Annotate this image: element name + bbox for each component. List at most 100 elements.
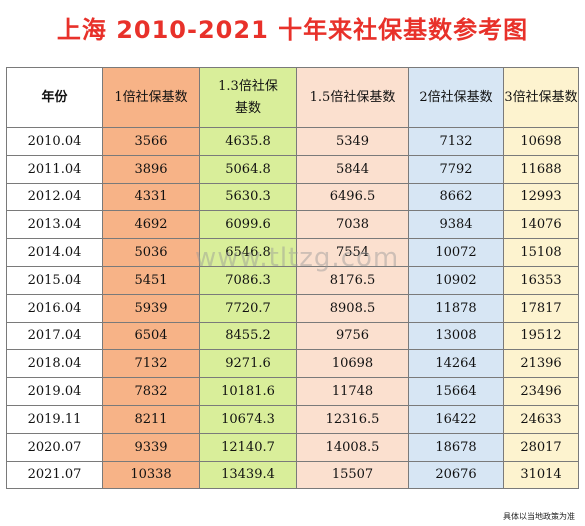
year-cell: 2017.04 bbox=[6, 321, 103, 351]
base-3x-cell: 24633 bbox=[503, 404, 579, 434]
base-2x-cell: 13008 bbox=[408, 321, 504, 351]
base-3x-cell: 14076 bbox=[503, 210, 579, 240]
social-security-base-table: 年份 1倍社保基数 1.3倍社保基数 1.5倍社保基数 2倍社保基数 3倍社保基… bbox=[6, 67, 579, 490]
header-year: 年份 bbox=[6, 67, 103, 128]
table-row: 2014.04 5036 6546.8 7554 10072 15108 bbox=[6, 238, 579, 267]
base-1x-cell: 5451 bbox=[102, 265, 200, 295]
year-cell: 2010.04 bbox=[6, 127, 103, 156]
table-row: 2021.07 10338 13439.4 15507 20676 31014 bbox=[6, 460, 579, 490]
base-1-5x-cell: 8176.5 bbox=[296, 265, 409, 295]
base-1-3x-cell: 5064.8 bbox=[199, 154, 297, 184]
table-row: 2012.04 4331 5630.3 6496.5 8662 12993 bbox=[6, 182, 579, 212]
year-cell: 2013.04 bbox=[6, 210, 103, 240]
base-1x-cell: 9339 bbox=[102, 432, 200, 462]
year-cell: 2018.04 bbox=[6, 349, 103, 379]
year-cell: 2020.07 bbox=[6, 432, 103, 462]
base-1-5x-cell: 7038 bbox=[296, 210, 409, 240]
base-3x-cell: 10698 bbox=[503, 127, 579, 156]
header-1x-base: 1倍社保基数 bbox=[102, 67, 200, 128]
page-title: 上海 2010-2021 十年来社保基数参考图 bbox=[56, 16, 529, 44]
base-1-3x-cell: 7720.7 bbox=[199, 293, 297, 323]
year-cell: 2019.11 bbox=[6, 404, 103, 434]
base-1-5x-cell: 5349 bbox=[296, 127, 409, 156]
base-2x-cell: 16422 bbox=[408, 404, 504, 434]
base-1x-cell: 10338 bbox=[102, 460, 200, 490]
base-1-5x-cell: 12316.5 bbox=[296, 404, 409, 434]
table-row: 2018.04 7132 9271.6 10698 14264 21396 bbox=[6, 349, 579, 379]
year-cell: 2011.04 bbox=[6, 154, 103, 184]
base-2x-cell: 9384 bbox=[408, 210, 504, 240]
base-1-3x-cell: 6099.6 bbox=[199, 210, 297, 240]
header-1-5x-base: 1.5倍社保基数 bbox=[296, 67, 409, 128]
base-1-5x-cell: 9756 bbox=[296, 321, 409, 351]
year-cell: 2012.04 bbox=[6, 182, 103, 212]
table-row: 2020.07 9339 12140.7 14008.5 18678 28017 bbox=[6, 432, 579, 462]
base-3x-cell: 11688 bbox=[503, 154, 579, 184]
base-1x-cell: 5939 bbox=[102, 293, 200, 323]
base-3x-cell: 17817 bbox=[503, 293, 579, 323]
base-1-3x-cell: 7086.3 bbox=[199, 265, 297, 295]
base-1-5x-cell: 15507 bbox=[296, 460, 409, 490]
year-cell: 2016.04 bbox=[6, 293, 103, 323]
base-1-5x-cell: 10698 bbox=[296, 349, 409, 379]
base-1-5x-cell: 5844 bbox=[296, 154, 409, 184]
year-cell: 2019.04 bbox=[6, 377, 103, 406]
base-1-5x-cell: 11748 bbox=[296, 377, 409, 406]
table-header-row: 年份 1倍社保基数 1.3倍社保基数 1.5倍社保基数 2倍社保基数 3倍社保基… bbox=[6, 67, 579, 128]
header-2x-base: 2倍社保基数 bbox=[408, 67, 504, 128]
base-1-3x-cell: 4635.8 bbox=[199, 127, 297, 156]
base-1x-cell: 7832 bbox=[102, 377, 200, 406]
base-3x-cell: 28017 bbox=[503, 432, 579, 462]
table-row: 2019.11 8211 10674.3 12316.5 16422 24633 bbox=[6, 404, 579, 434]
header-1-3x-base: 1.3倍社保基数 bbox=[199, 67, 297, 128]
table-row: 2016.04 5939 7720.7 8908.5 11878 17817 bbox=[6, 293, 579, 323]
base-1x-cell: 6504 bbox=[102, 321, 200, 351]
base-3x-cell: 16353 bbox=[503, 265, 579, 295]
base-3x-cell: 23496 bbox=[503, 377, 579, 406]
base-1x-cell: 8211 bbox=[102, 404, 200, 434]
base-3x-cell: 19512 bbox=[503, 321, 579, 351]
base-1-3x-cell: 9271.6 bbox=[199, 349, 297, 379]
base-2x-cell: 18678 bbox=[408, 432, 504, 462]
base-3x-cell: 31014 bbox=[503, 460, 579, 490]
base-1-5x-cell: 14008.5 bbox=[296, 432, 409, 462]
year-cell: 2014.04 bbox=[6, 238, 103, 267]
base-2x-cell: 10902 bbox=[408, 265, 504, 295]
year-cell: 2021.07 bbox=[6, 460, 103, 490]
base-3x-cell: 12993 bbox=[503, 182, 579, 212]
footnote: 具体以当地政策为准 bbox=[503, 512, 575, 521]
table-row: 2019.04 7832 10181.6 11748 15664 23496 bbox=[6, 377, 579, 406]
header-3x-base: 3倍社保基数 bbox=[503, 67, 579, 128]
base-1-3x-cell: 10181.6 bbox=[199, 377, 297, 406]
base-2x-cell: 8662 bbox=[408, 182, 504, 212]
base-2x-cell: 14264 bbox=[408, 349, 504, 379]
base-1x-cell: 4692 bbox=[102, 210, 200, 240]
base-3x-cell: 21396 bbox=[503, 349, 579, 379]
base-2x-cell: 7132 bbox=[408, 127, 504, 156]
base-1-3x-cell: 8455.2 bbox=[199, 321, 297, 351]
base-1-3x-cell: 12140.7 bbox=[199, 432, 297, 462]
base-3x-cell: 15108 bbox=[503, 238, 579, 267]
base-1-3x-cell: 5630.3 bbox=[199, 182, 297, 212]
base-1x-cell: 7132 bbox=[102, 349, 200, 379]
base-2x-cell: 10072 bbox=[408, 238, 504, 267]
base-2x-cell: 11878 bbox=[408, 293, 504, 323]
base-1x-cell: 3566 bbox=[102, 127, 200, 156]
base-1-5x-cell: 7554 bbox=[296, 238, 409, 267]
base-1-5x-cell: 6496.5 bbox=[296, 182, 409, 212]
watermark: www.tltzg.com bbox=[195, 243, 400, 273]
table-row: 2017.04 6504 8455.2 9756 13008 19512 bbox=[6, 321, 579, 351]
year-cell: 2015.04 bbox=[6, 265, 103, 295]
base-1-3x-cell: 13439.4 bbox=[199, 460, 297, 490]
table-row: 2010.04 3566 4635.8 5349 7132 10698 bbox=[6, 127, 579, 156]
table-row: 2011.04 3896 5064.8 5844 7792 11688 bbox=[6, 154, 579, 184]
base-1x-cell: 3896 bbox=[102, 154, 200, 184]
base-2x-cell: 7792 bbox=[408, 154, 504, 184]
table-row: 2013.04 4692 6099.6 7038 9384 14076 bbox=[6, 210, 579, 240]
base-1-5x-cell: 8908.5 bbox=[296, 293, 409, 323]
base-2x-cell: 20676 bbox=[408, 460, 504, 490]
base-1x-cell: 4331 bbox=[102, 182, 200, 212]
base-2x-cell: 15664 bbox=[408, 377, 504, 406]
base-1x-cell: 5036 bbox=[102, 238, 200, 267]
base-1-3x-cell: 10674.3 bbox=[199, 404, 297, 434]
